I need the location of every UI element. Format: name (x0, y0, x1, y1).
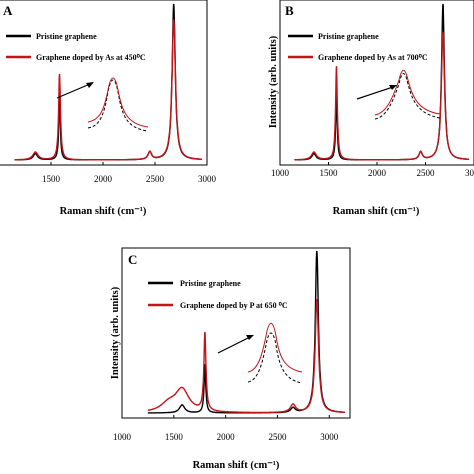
x-tick-label: 3000 (320, 432, 339, 442)
inset-b (356, 69, 441, 120)
x-axis-title-a: Raman shift (cm⁻¹) (60, 206, 147, 217)
y-axis-title-b: Intensity (arb. units) (268, 35, 279, 128)
inset-c-doped-curve (247, 322, 303, 373)
x-ticks-c: 1000 1500 2000 2500 3000 (113, 415, 339, 442)
inset-c (217, 322, 303, 384)
panel-b: B Pristine graphene Graphene doped by As… (268, 0, 474, 217)
panel-a-label: A (3, 3, 13, 18)
spectra-a (14, 3, 202, 161)
spectra-c (147, 250, 345, 414)
x-axis-title-c: Raman shift (cm⁻¹) (193, 460, 280, 471)
x-tick-label: 1000 (113, 432, 132, 442)
inset-a-pristine-curve (87, 79, 149, 132)
inset-c-pristine-curve (247, 332, 303, 384)
x-axis-title-b: Raman shift (cm⁻¹) (333, 206, 420, 217)
legend-label-pristine-c: Pristine graphene (180, 279, 241, 288)
inset-b-doped-curve (374, 69, 441, 116)
legend-label-doped-a: Graphene doped by As at 450⁰C (36, 53, 146, 62)
zoom-arrow-head-a (86, 82, 94, 88)
x-tick-label: 1500 (320, 168, 339, 178)
panel-c-label: C (128, 252, 137, 267)
zoom-arrow-head-c (246, 335, 254, 340)
x-tick-label: 2500 (417, 168, 436, 178)
legend-label-doped-b: Graphene doped by As at 700⁰C (318, 53, 428, 62)
x-tick-label: 2500 (268, 432, 287, 442)
x-tick-label: 2500 (146, 174, 165, 184)
x-tick-label: 2000 (217, 432, 236, 442)
zoom-arrow-a (56, 83, 91, 99)
legend-label-doped-c: Graphene doped by P at 650 ⁰C (180, 301, 288, 310)
inset-a-doped-curve (87, 77, 149, 128)
x-ticks-a: 1500 2000 2500 3000 (42, 162, 217, 184)
doped-spectrum-line (147, 299, 345, 414)
legend-label-pristine-b: Pristine graphene (318, 32, 379, 41)
spectra-b (294, 3, 470, 161)
panel-a: A Pristine graphene Graphene doped by As… (0, 0, 217, 217)
x-tick-label: 3000 (465, 168, 474, 178)
zoom-arrow-c (217, 336, 251, 354)
x-tick-label: 1500 (42, 174, 61, 184)
inset-b-pristine-curve (374, 73, 441, 120)
panel-c: C Pristine graphene Graphene doped by P … (110, 247, 351, 471)
doped-spectrum-line (14, 19, 202, 161)
legend-label-pristine-a: Pristine graphene (36, 32, 97, 41)
zoom-arrow-head-b (389, 85, 397, 90)
doped-spectrum-line (294, 31, 470, 161)
inset-a (56, 77, 149, 132)
x-tick-label: 3000 (198, 174, 217, 184)
x-tick-label: 2000 (94, 174, 113, 184)
y-axis-title-c: Intensity (arb. units) (110, 286, 121, 379)
pristine-spectrum-line (294, 3, 470, 161)
panel-c-frame (121, 247, 351, 419)
panel-b-label: B (285, 3, 294, 18)
x-tick-label: 2000 (368, 168, 387, 178)
zoom-arrow-b (356, 86, 394, 100)
x-ticks-b: 1000 1500 2000 2500 3000 (271, 162, 474, 178)
x-tick-label: 1500 (165, 432, 184, 442)
x-tick-label: 1000 (271, 168, 290, 178)
